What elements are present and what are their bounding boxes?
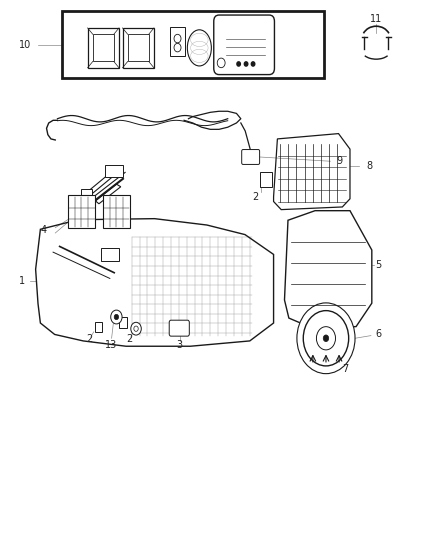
- Text: 2: 2: [127, 334, 133, 344]
- Circle shape: [297, 303, 355, 374]
- Text: 1: 1: [18, 276, 25, 286]
- Ellipse shape: [187, 30, 212, 66]
- Circle shape: [174, 34, 181, 43]
- FancyBboxPatch shape: [214, 15, 275, 75]
- Bar: [81, 189, 92, 200]
- Bar: [123, 28, 154, 68]
- Circle shape: [323, 335, 328, 342]
- Circle shape: [217, 58, 225, 68]
- Circle shape: [114, 314, 119, 320]
- Bar: [128, 34, 149, 61]
- Text: 3: 3: [177, 340, 183, 350]
- FancyBboxPatch shape: [169, 320, 189, 336]
- Bar: [103, 195, 131, 228]
- Text: 7: 7: [343, 364, 349, 374]
- Bar: [101, 248, 119, 261]
- Bar: [106, 165, 123, 177]
- Bar: [68, 195, 95, 228]
- Text: 2: 2: [86, 334, 92, 344]
- Text: 11: 11: [370, 14, 382, 24]
- Text: 6: 6: [375, 329, 381, 339]
- Circle shape: [251, 62, 255, 66]
- FancyBboxPatch shape: [242, 150, 260, 165]
- Bar: [93, 34, 114, 61]
- Bar: [62, 11, 324, 78]
- Text: 8: 8: [367, 161, 373, 171]
- Bar: [88, 28, 119, 68]
- Text: 4: 4: [40, 225, 46, 236]
- Text: 5: 5: [375, 260, 381, 270]
- Circle shape: [111, 310, 122, 324]
- Text: 13: 13: [105, 340, 117, 350]
- Text: 10: 10: [18, 39, 31, 50]
- Bar: [119, 317, 127, 328]
- Circle shape: [244, 62, 248, 66]
- Text: 9: 9: [336, 156, 342, 166]
- Bar: [95, 322, 102, 332]
- Circle shape: [134, 326, 138, 332]
- Text: 2: 2: [252, 192, 258, 202]
- Bar: [260, 172, 272, 187]
- Circle shape: [303, 311, 349, 366]
- Circle shape: [316, 327, 336, 350]
- Circle shape: [237, 62, 240, 66]
- Circle shape: [131, 322, 141, 335]
- Bar: [170, 27, 185, 56]
- Circle shape: [174, 43, 181, 52]
